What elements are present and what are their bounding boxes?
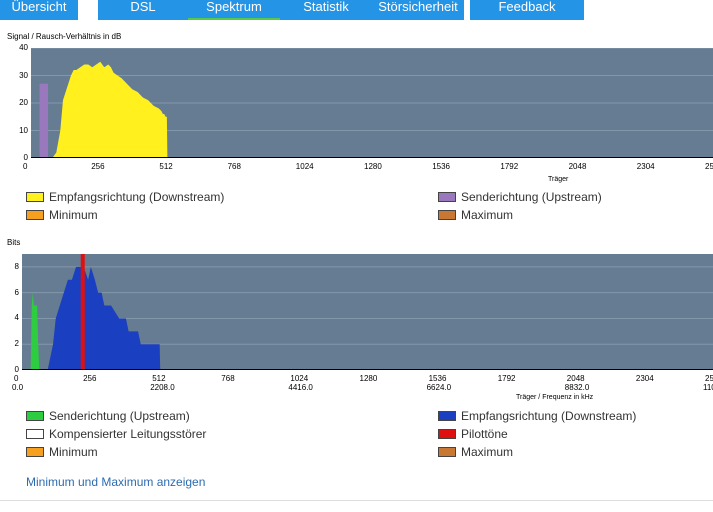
legend-snr-upstream: Senderichtung (Upstream) bbox=[438, 190, 602, 204]
bits-y-tick-label: 0 bbox=[14, 365, 19, 374]
legend-snr-maximum: Maximum bbox=[438, 208, 513, 222]
bits-chart-plot bbox=[22, 254, 713, 370]
bits-chart-title: Bits bbox=[7, 238, 21, 247]
legend-label: Empfangsrichtung (Downstream) bbox=[461, 409, 637, 423]
legend-snr-minimum: Minimum bbox=[26, 208, 98, 222]
bits-x-tick-label: 256 bbox=[83, 374, 97, 383]
tab-uebersicht[interactable]: Übersicht bbox=[0, 0, 78, 20]
snr-chart-title: Signal / Rausch-Verhältnis in dB bbox=[7, 32, 122, 41]
snr-x-tick-label: 1536 bbox=[432, 162, 450, 171]
tab-feedback[interactable]: Feedback bbox=[470, 0, 584, 20]
bits-x-freq-label: 8832.0 bbox=[564, 383, 590, 392]
snr-y-tick-label: 10 bbox=[19, 125, 28, 135]
legend-swatch bbox=[26, 192, 44, 202]
bits-x-tick-label: 768 bbox=[221, 374, 235, 383]
bits-x-tick-label: 1792 bbox=[497, 374, 516, 383]
tab-stoersicherheit[interactable]: Störsicherheit bbox=[372, 0, 464, 20]
snr-y-tick-label: 30 bbox=[19, 70, 28, 80]
snr-x-tick-label: 512 bbox=[159, 162, 173, 171]
legend-bits-kompensiert: Kompensierter Leitungsstörer bbox=[26, 427, 206, 441]
tab-dsl[interactable]: DSL bbox=[98, 0, 188, 20]
snr-x-tick-label: 2048 bbox=[568, 162, 587, 171]
legend-label: Senderichtung (Upstream) bbox=[461, 190, 602, 204]
legend-swatch bbox=[438, 210, 456, 220]
legend-swatch bbox=[26, 210, 44, 220]
snr-x-tick-label: 1280 bbox=[364, 162, 382, 171]
bits-x-freq-label: 2208.0 bbox=[150, 383, 175, 392]
bits-x-tick-label: 2560 bbox=[705, 374, 713, 383]
snr-x-tick-label: 2560 bbox=[705, 162, 713, 171]
bits-y-tick-label: 8 bbox=[14, 261, 19, 271]
tab-spektrum[interactable]: Spektrum bbox=[188, 0, 280, 20]
show-min-max-link[interactable]: Minimum und Maximum anzeigen bbox=[26, 475, 206, 489]
legend-label: Pilottöne bbox=[461, 427, 508, 441]
snr-series-empfangsrichtung-downstream- bbox=[52, 61, 168, 158]
legend-label: Kompensierter Leitungsstörer bbox=[49, 427, 207, 441]
bits-x-tick-label: 1536 bbox=[428, 374, 447, 383]
bits-x-freq-label: 4416.0 bbox=[288, 383, 313, 392]
bits-x-tick-label: 1024 bbox=[290, 374, 309, 383]
snr-chart bbox=[31, 48, 713, 158]
legend-label: Senderichtung (Upstream) bbox=[49, 409, 190, 423]
legend-bits-maximum: Maximum bbox=[438, 445, 513, 459]
legend-snr-downstream: Empfangsrichtung (Downstream) bbox=[26, 190, 224, 204]
snr-x-tick-label: 0 bbox=[23, 162, 28, 171]
legend-swatch bbox=[438, 411, 456, 421]
bits-series-senderichtung-upstream- bbox=[30, 292, 40, 370]
bits-x-axis-label: Träger / Frequenz in kHz bbox=[516, 394, 594, 401]
legend-swatch bbox=[26, 429, 44, 439]
legend-label: Minimum bbox=[49, 208, 98, 222]
snr-y-tick-label: 0 bbox=[23, 153, 28, 162]
legend-swatch bbox=[26, 411, 44, 421]
snr-x-tick-label: 1792 bbox=[500, 162, 519, 171]
legend-label: Maximum bbox=[461, 445, 514, 459]
legend-bits-minimum: Minimum bbox=[26, 445, 98, 459]
bits-x-tick-label: 0 bbox=[14, 374, 19, 383]
divider bbox=[0, 500, 713, 501]
bits-x-freq-label: 11040 bbox=[703, 383, 713, 392]
legend-swatch bbox=[26, 447, 44, 457]
snr-y-tick-label: 40 bbox=[19, 43, 28, 52]
bits-x-tick-label: 512 bbox=[152, 374, 166, 383]
legend-bits-upstream: Senderichtung (Upstream) bbox=[26, 409, 190, 423]
legend-label: Empfangsrichtung (Downstream) bbox=[49, 190, 225, 204]
snr-chart-plot bbox=[31, 48, 713, 158]
legend-label: Minimum bbox=[49, 445, 98, 459]
snr-series-senderichtung-upstream- bbox=[39, 83, 49, 158]
bits-x-freq-label: 6624.0 bbox=[426, 383, 452, 392]
tab-bar: Übersicht DSL Spektrum Statistik Störsic… bbox=[0, 0, 713, 20]
bits-x-tick-label: 2304 bbox=[635, 374, 654, 383]
bits-y-tick-label: 4 bbox=[14, 313, 19, 323]
snr-x-axis-label: Träger bbox=[548, 176, 569, 183]
legend-bits-pilot: Pilottöne bbox=[438, 427, 508, 441]
bits-series-empfangsrichtung-downstream- bbox=[47, 266, 161, 370]
legend-bits-downstream: Empfangsrichtung (Downstream) bbox=[438, 409, 636, 423]
bits-pilot-tone bbox=[80, 254, 85, 370]
bits-y-tick-label: 2 bbox=[14, 339, 19, 349]
legend-swatch bbox=[438, 429, 456, 439]
tab-statistik[interactable]: Statistik bbox=[280, 0, 372, 20]
snr-x-tick-label: 2304 bbox=[636, 162, 655, 171]
bits-x-tick-label: 1280 bbox=[359, 374, 378, 383]
bits-y-tick-label: 6 bbox=[14, 287, 19, 297]
legend-swatch bbox=[438, 192, 456, 202]
bits-x-tick-label: 2048 bbox=[566, 374, 585, 383]
snr-x-tick-label: 1024 bbox=[295, 162, 314, 171]
legend-swatch bbox=[438, 447, 456, 457]
snr-x-tick-label: 256 bbox=[91, 162, 105, 171]
bits-x-freq-label: 0.0 bbox=[12, 383, 24, 392]
snr-y-tick-label: 20 bbox=[19, 98, 28, 107]
legend-label: Maximum bbox=[461, 208, 514, 222]
snr-x-tick-label: 768 bbox=[227, 162, 241, 171]
bits-chart bbox=[22, 254, 713, 370]
